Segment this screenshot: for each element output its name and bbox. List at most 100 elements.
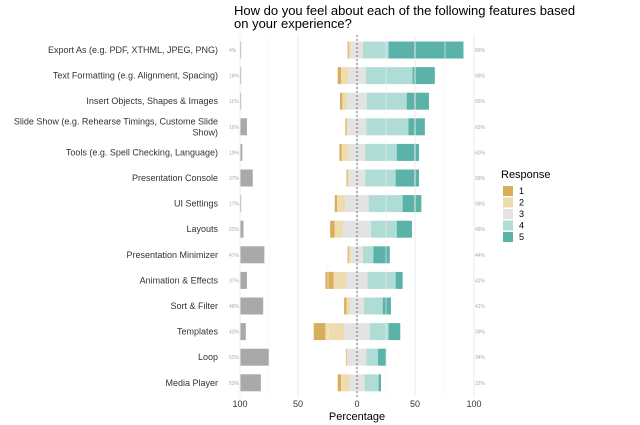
category-label: Loop	[198, 352, 218, 362]
response-segment-2	[337, 195, 346, 213]
right-percent-label: 58%	[475, 202, 486, 208]
title-line: How do you feel about each of the follow…	[234, 3, 575, 18]
right-percent-label: 39%	[475, 330, 486, 336]
left-percent-label: 37%	[229, 278, 240, 284]
response-segment-5	[408, 118, 425, 136]
category-label: Insert Objects, Shapes & Images	[86, 96, 218, 106]
category-label: Sort & Filter	[170, 301, 218, 311]
category-label: Media Player	[165, 378, 218, 388]
legend: Response 1 23 45	[501, 169, 551, 242]
left-percent-label: 17%	[229, 202, 240, 208]
legend-label: 1	[519, 186, 524, 196]
response-segment-1	[340, 92, 343, 110]
category-label: Export As (e.g. PDF, XTHML, JPEG, PNG)	[48, 45, 218, 55]
right-percent-label: 65%	[475, 99, 486, 105]
response-segment-4	[362, 246, 374, 264]
left-summary-bar	[240, 297, 264, 315]
x-tick-label: 50	[293, 399, 303, 409]
response-segment-5	[396, 143, 420, 161]
x-tick-label: 100	[232, 399, 247, 409]
legend-swatch	[503, 197, 513, 208]
response-segment-1	[346, 169, 348, 187]
response-segment-2	[333, 271, 347, 289]
right-percent-label: 60%	[475, 150, 486, 156]
left-summary-bar	[240, 220, 244, 238]
response-segment-5	[406, 92, 429, 110]
left-percent-label: 22%	[229, 227, 240, 233]
response-segment-4	[362, 41, 389, 59]
category-label: Presentation Console	[132, 173, 218, 183]
response-segment-1	[347, 41, 349, 59]
response-segment-2	[346, 348, 348, 366]
response-segment-1	[337, 374, 342, 392]
response-segment-1	[345, 118, 347, 136]
response-segment-4	[367, 271, 396, 289]
response-segment-5	[382, 297, 391, 315]
left-summary-bar	[240, 143, 243, 161]
right-percent-label: 65%	[475, 125, 486, 131]
legend-swatch	[503, 186, 513, 196]
response-segment-2	[346, 297, 350, 315]
left-percent-label: 16%	[229, 74, 240, 80]
category-label: Slide Show (e.g. Rehearse Timings, Custo…	[14, 116, 218, 126]
x-tick-label: 0	[354, 399, 359, 409]
response-segment-2	[334, 220, 343, 238]
category-label: Tools (e.g. Spell Checking, Language)	[66, 147, 218, 157]
response-segment-1	[347, 246, 349, 264]
left-summary-bar	[240, 323, 246, 341]
response-segment-2	[348, 41, 352, 59]
response-segment-5	[395, 169, 420, 187]
response-segment-5	[378, 348, 387, 366]
right-percent-label: 58%	[475, 176, 486, 182]
response-segment-5	[395, 271, 403, 289]
response-segment-4	[364, 374, 379, 392]
response-segment-2	[347, 169, 349, 187]
right-percent-label: 42%	[475, 278, 486, 284]
response-segment-4	[365, 169, 396, 187]
right-percent-label: 34%	[475, 355, 486, 361]
response-segment-2	[325, 323, 345, 341]
right-percent-label: 68%	[475, 74, 486, 80]
left-percent-label: 47%	[229, 253, 240, 259]
response-segment-5	[412, 67, 435, 85]
response-segment-4	[364, 297, 383, 315]
left-percent-label: 53%	[229, 381, 240, 387]
category-label: Layouts	[186, 224, 218, 234]
x-axis: 100 50 0 50 100 Percentage	[232, 35, 482, 423]
response-segment-1	[330, 220, 335, 238]
left-summary-bar	[240, 67, 242, 85]
left-percent-label: 37%	[229, 176, 240, 182]
left-summary-bar	[240, 41, 242, 59]
chart-bars	[240, 41, 464, 392]
response-segment-1	[334, 195, 338, 213]
response-segment-4	[368, 195, 403, 213]
category-labels: 4% 86% Export As (e.g. PDF, XTHML, JPEG, P…	[14, 45, 486, 388]
response-segment-5	[378, 374, 381, 392]
response-segment-5	[402, 195, 422, 213]
left-summary-bar	[240, 169, 253, 187]
left-summary-bar	[240, 118, 247, 136]
response-segment-1	[339, 143, 342, 161]
x-tick-label: 50	[410, 399, 420, 409]
left-summary-bar	[240, 92, 242, 110]
category-label: Animation & Effects	[140, 275, 219, 285]
legend-label: 5	[519, 232, 524, 242]
response-segment-5	[373, 246, 390, 264]
response-segment-4	[366, 92, 407, 110]
left-percent-label: 48%	[229, 304, 240, 310]
legend-swatch	[503, 209, 513, 219]
left-percent-label: 16%	[229, 125, 240, 131]
legend-swatch	[503, 220, 513, 231]
response-segment-1	[325, 271, 334, 289]
legend-label: 3	[519, 209, 524, 219]
response-segment-4	[365, 143, 397, 161]
title-line: on your experience?	[234, 16, 352, 31]
response-segment-4	[365, 67, 413, 85]
category-label: Text Formatting (e.g. Alignment, Spacing…	[53, 71, 218, 81]
legend-label: 4	[519, 221, 524, 231]
left-summary-bar	[240, 348, 269, 366]
category-label: UI Settings	[174, 199, 219, 209]
left-percent-label: 43%	[229, 330, 240, 336]
right-percent-label: 86%	[475, 48, 486, 54]
